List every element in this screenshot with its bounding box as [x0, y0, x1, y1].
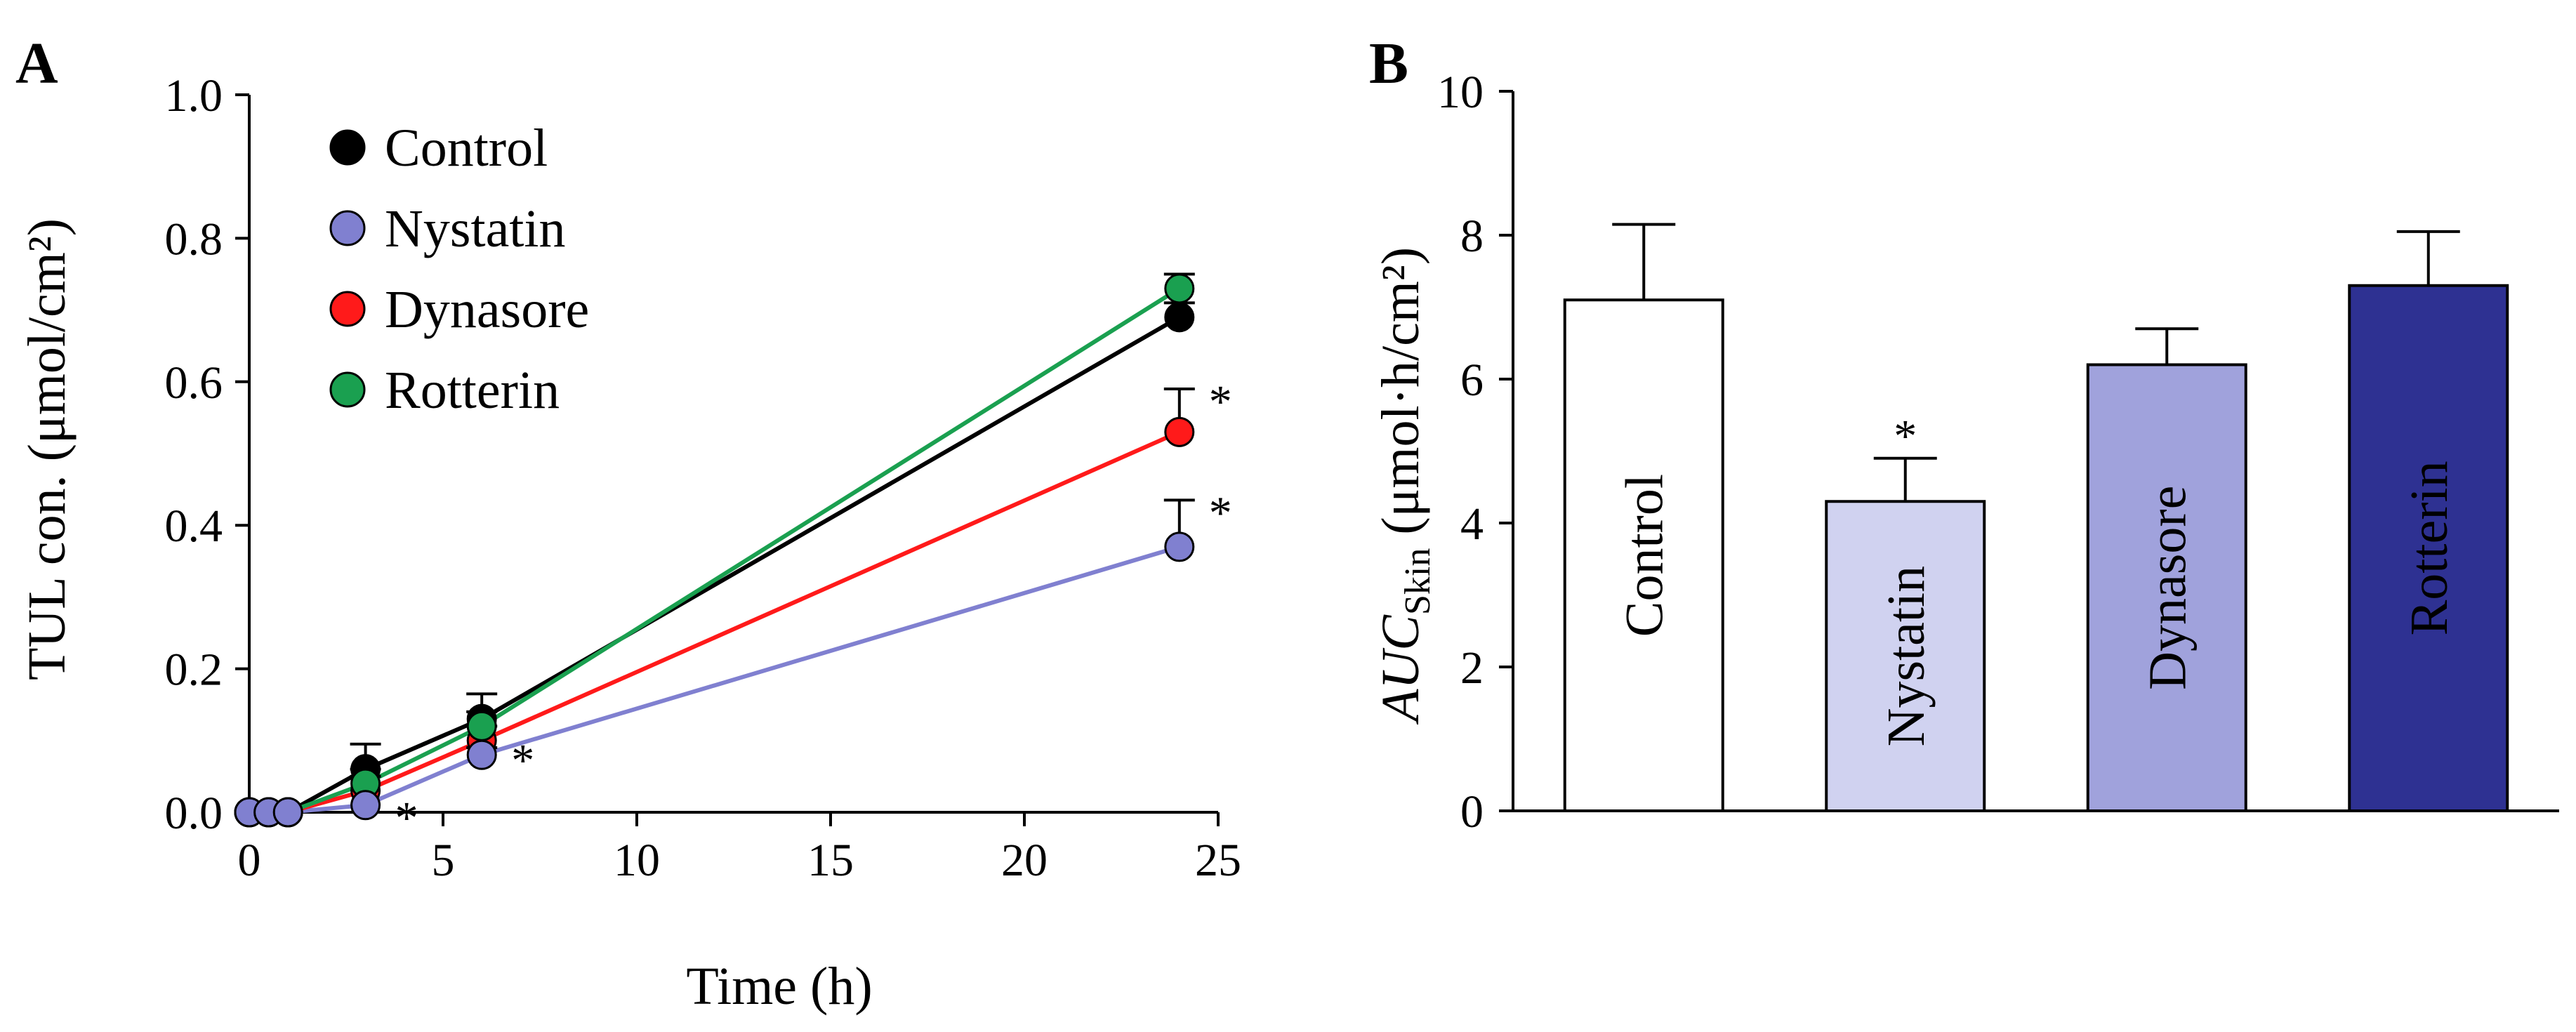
- panel-a-point-nystatin: [272, 797, 303, 828]
- panel-b-y-tick-label: 10: [1437, 67, 1484, 118]
- panel-a-significance-star: *: [1209, 376, 1232, 428]
- panel-b-y-axis-title-sub: Skin: [1398, 548, 1438, 615]
- panel-a-point-rotterin: [1164, 273, 1195, 304]
- panel-a-point-control: [1164, 302, 1195, 333]
- panel-b-y-tick-label: 8: [1460, 211, 1484, 262]
- panel-a-legend-label-nystatin: Nystatin: [385, 199, 566, 258]
- panel-b-y-axis-title-main: AUC: [1371, 614, 1430, 725]
- panel-b-bar-label-dynasore: Dynasore: [2138, 486, 2197, 690]
- panel-a-y-tick-label: 0.6: [165, 357, 223, 409]
- panel-a-legend-marker-dynasore: [329, 291, 366, 327]
- panel-a-legend-label-rotterin: Rotterin: [385, 361, 560, 420]
- panel-a-y-tick-label: 0.4: [165, 501, 223, 552]
- panel-b-axes: 0 2 4 6 8 10: [1437, 67, 2559, 838]
- panel-a-point-nystatin: [350, 790, 381, 821]
- panel-a-x-tick-label: 0: [238, 835, 261, 886]
- panel-a-data-points: [234, 273, 1195, 828]
- panel-a-x-tick-label: 5: [432, 835, 455, 886]
- panel-b-bar-dynasore: [2086, 363, 2247, 812]
- panel-b-bar-chart: B 0 2 4 6 8 10 Control Nystatin Dynasore Rotteri…: [1369, 31, 2559, 838]
- panel-a-x-tick-label: 25: [1195, 835, 1241, 886]
- panel-b-y-tick-label: 4: [1460, 498, 1484, 550]
- panel-a-letter: A: [15, 31, 58, 96]
- panel-a-significance-star: *: [395, 793, 418, 844]
- panel-a-y-tick-label: 0.2: [165, 644, 223, 696]
- panel-a-point-rotterin: [466, 710, 497, 741]
- panel-b-significance-marks: *: [1894, 411, 1917, 462]
- panel-a-x-tick-label: 10: [614, 835, 660, 886]
- panel-a-x-axis-title: Time (h): [686, 957, 872, 1016]
- panel-a-y-tick-label: 0.0: [165, 788, 223, 839]
- panel-a-x-tick-label: 20: [1001, 835, 1048, 886]
- panel-a-y-tick-label: 1.0: [165, 70, 223, 121]
- panel-a-y-axis-title: TUL con. (μmol/cm²): [18, 218, 77, 680]
- panel-a-point-dynasore: [1164, 416, 1195, 447]
- panel-b-bar-label-nystatin: Nystatin: [1877, 566, 1936, 747]
- panel-b-bars: Control Nystatin Dynasore Rotterin: [1563, 223, 2509, 812]
- panel-b-bar-label-control: Control: [1615, 474, 1674, 637]
- panel-b-y-axis-title-rest: (μmol·h/cm²): [1371, 247, 1430, 548]
- panel-b-letter: B: [1369, 31, 1408, 96]
- panel-a-legend-marker-control: [329, 129, 366, 166]
- panel-a-legend: Control Nystatin Dynasore Rotterin: [329, 119, 589, 420]
- panel-b-y-tick-label: 0: [1460, 786, 1484, 838]
- panel-a-legend-marker-nystatin: [329, 210, 366, 246]
- panel-a-axes: 0 5 10 15 20 25 0.0 0.2 0.4 0.6 0.8 1.0: [165, 70, 1242, 886]
- panel-a-significance-star: *: [511, 735, 534, 786]
- panel-a-point-nystatin: [466, 739, 497, 770]
- panel-b-bar-rotterin: [2348, 284, 2509, 812]
- panel-a-legend-marker-rotterin: [329, 371, 366, 408]
- panel-b-y-tick-label: 6: [1460, 355, 1484, 406]
- panel-a-point-nystatin: [1164, 531, 1195, 562]
- panel-a-x-tick-label: 15: [807, 835, 854, 886]
- panel-b-bar-label-rotterin: Rotterin: [2400, 461, 2459, 635]
- panel-a-line-dynasore: [249, 430, 1181, 814]
- panel-a-significance-star: *: [1209, 487, 1232, 538]
- panel-b-significance-star: *: [1894, 411, 1917, 462]
- panel-a-legend-label-dynasore: Dynasore: [385, 280, 589, 339]
- panel-b-bar-nystatin: [1825, 500, 1986, 812]
- panel-a-line-chart: A 0 5 10 15 20 25 0.0 0.2 0.4 0.6 0.8 1.0 * * * * Cont…: [15, 31, 1241, 1016]
- panel-b-y-axis-title: AUCSkin (μmol·h/cm²): [1371, 247, 1438, 725]
- panel-b-y-tick-label: 2: [1460, 642, 1484, 694]
- panel-a-significance-marks: * * * *: [395, 376, 1232, 844]
- panel-a-y-tick-label: 0.8: [165, 213, 223, 265]
- panel-a-legend-label-control: Control: [385, 119, 548, 178]
